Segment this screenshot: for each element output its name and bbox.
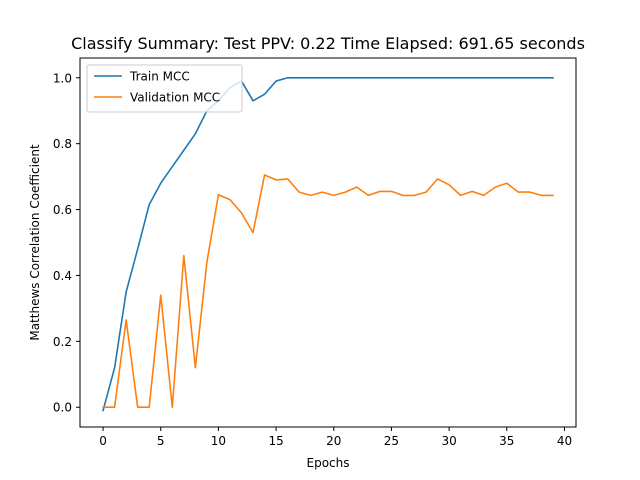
x-tick-label: 40 — [557, 434, 572, 448]
x-tick-label: 35 — [499, 434, 514, 448]
y-axis-label: Matthews Correlation Coefficient — [28, 144, 42, 341]
y-tick-label: 0.6 — [53, 203, 72, 217]
y-tick-label: 0.2 — [53, 335, 72, 349]
plot-frame — [79, 57, 577, 428]
x-tick-label: 30 — [441, 434, 456, 448]
legend: Train MCC Validation MCC — [86, 64, 243, 113]
y-axis-ticks: 0.0 0.2 0.4 0.6 0.8 1.0 — [53, 71, 80, 415]
x-tick-label: 15 — [268, 434, 283, 448]
legend-box — [86, 64, 243, 113]
x-tick-label: 20 — [326, 434, 341, 448]
x-tick-label: 0 — [99, 434, 107, 448]
x-axis-label: Epochs — [307, 456, 350, 470]
series-lines — [102, 76, 554, 412]
y-tick-label: 0.4 — [53, 269, 72, 283]
x-tick-label: 5 — [157, 434, 165, 448]
chart-title: Classify Summary: Test PPV: 0.22 Time El… — [71, 34, 585, 53]
legend-label-validation: Validation MCC — [130, 91, 220, 105]
x-axis-ticks: 0 5 10 15 20 25 30 35 40 — [99, 427, 572, 448]
legend-label-train: Train MCC — [129, 70, 190, 84]
series-line-train-mcc — [102, 76, 554, 412]
y-tick-label: 0.0 — [53, 401, 72, 415]
y-tick-label: 1.0 — [53, 71, 72, 85]
x-tick-label: 10 — [211, 434, 226, 448]
plot-area — [80, 58, 576, 427]
x-tick-label: 25 — [384, 434, 399, 448]
series-line-validation-mcc — [102, 174, 554, 409]
y-tick-label: 0.8 — [53, 137, 72, 151]
